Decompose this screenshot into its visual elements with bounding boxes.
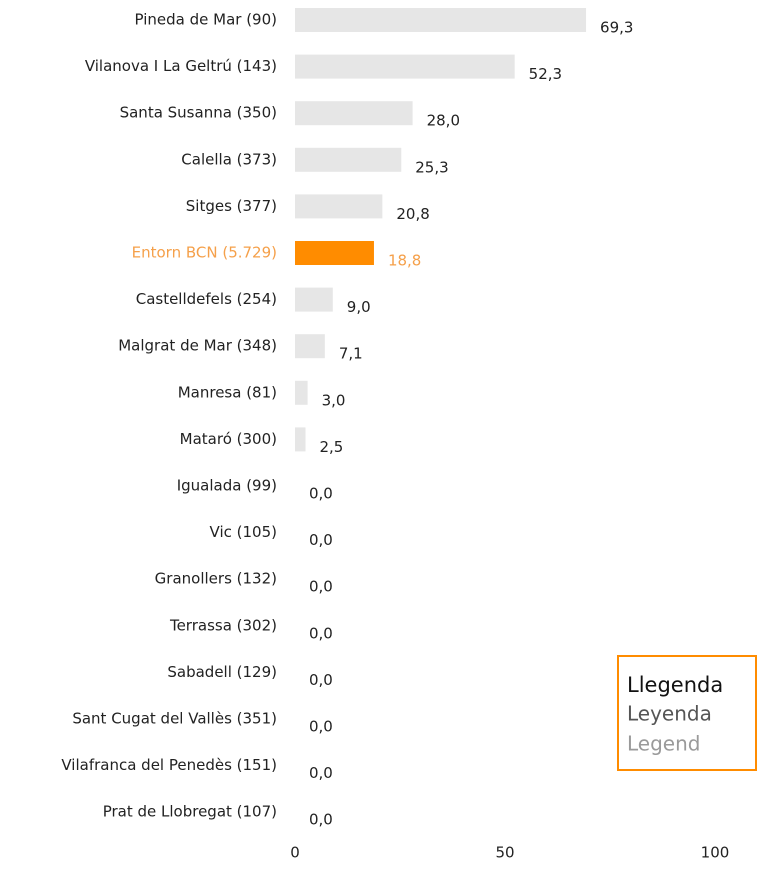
- bar: [295, 54, 515, 79]
- value-label: 25,3: [415, 158, 448, 176]
- value-label: 18,8: [388, 252, 421, 270]
- category-label: Granollers (132): [155, 570, 277, 588]
- bar: [295, 147, 402, 172]
- category-label: Sabadell (129): [167, 663, 277, 681]
- category-label: Vilafranca del Penedès (151): [61, 756, 277, 774]
- bar: [295, 241, 374, 265]
- legend-text: Legend: [627, 732, 700, 756]
- category-label: Santa Susanna (350): [120, 104, 277, 122]
- category-label: Pineda de Mar (90): [135, 11, 277, 29]
- category-label: Igualada (99): [177, 477, 277, 495]
- bar: [295, 427, 306, 452]
- value-label: 9,0: [347, 298, 371, 316]
- category-label: Sant Cugat del Vallès (351): [72, 710, 277, 728]
- value-label: 3,0: [322, 391, 346, 409]
- value-label: 0,0: [309, 718, 333, 736]
- bar: [295, 380, 308, 405]
- legend-box: [617, 655, 757, 771]
- category-label: Mataró (300): [180, 430, 277, 448]
- x-tick-label: 100: [701, 844, 730, 862]
- value-label: 69,3: [600, 19, 633, 37]
- category-label: Castelldefels (254): [136, 290, 277, 308]
- category-label: Terrassa (302): [169, 616, 277, 634]
- bar: [295, 334, 325, 359]
- category-label: Manresa (81): [178, 383, 277, 401]
- category-label: Prat de Llobregat (107): [103, 803, 277, 821]
- legend-text: Llegenda: [627, 673, 723, 697]
- x-tick-label: 0: [290, 844, 300, 862]
- bar: [295, 287, 333, 312]
- value-label: 0,0: [309, 671, 333, 689]
- value-label: 0,0: [309, 811, 333, 829]
- value-label: 52,3: [529, 65, 562, 83]
- value-label: 7,1: [339, 345, 363, 363]
- x-tick-label: 50: [495, 844, 514, 862]
- value-label: 0,0: [309, 485, 333, 503]
- legend-text: Leyenda: [627, 702, 712, 726]
- category-label: Vic (105): [210, 523, 277, 541]
- category-label: Sitges (377): [186, 197, 277, 215]
- value-label: 0,0: [309, 531, 333, 549]
- value-label: 28,0: [427, 112, 460, 130]
- category-label: Vilanova I La Geltrú (143): [85, 57, 277, 75]
- bar: [295, 8, 587, 32]
- bar: [295, 194, 383, 219]
- category-label: Malgrat de Mar (348): [118, 337, 277, 355]
- value-label: 0,0: [309, 578, 333, 596]
- value-label: 2,5: [320, 438, 344, 456]
- value-label: 0,0: [309, 624, 333, 642]
- value-label: 20,8: [396, 205, 429, 223]
- bar: [295, 101, 413, 126]
- value-label: 0,0: [309, 764, 333, 782]
- category-label: Entorn BCN (5.729): [132, 244, 277, 262]
- category-label: Calella (373): [181, 150, 277, 168]
